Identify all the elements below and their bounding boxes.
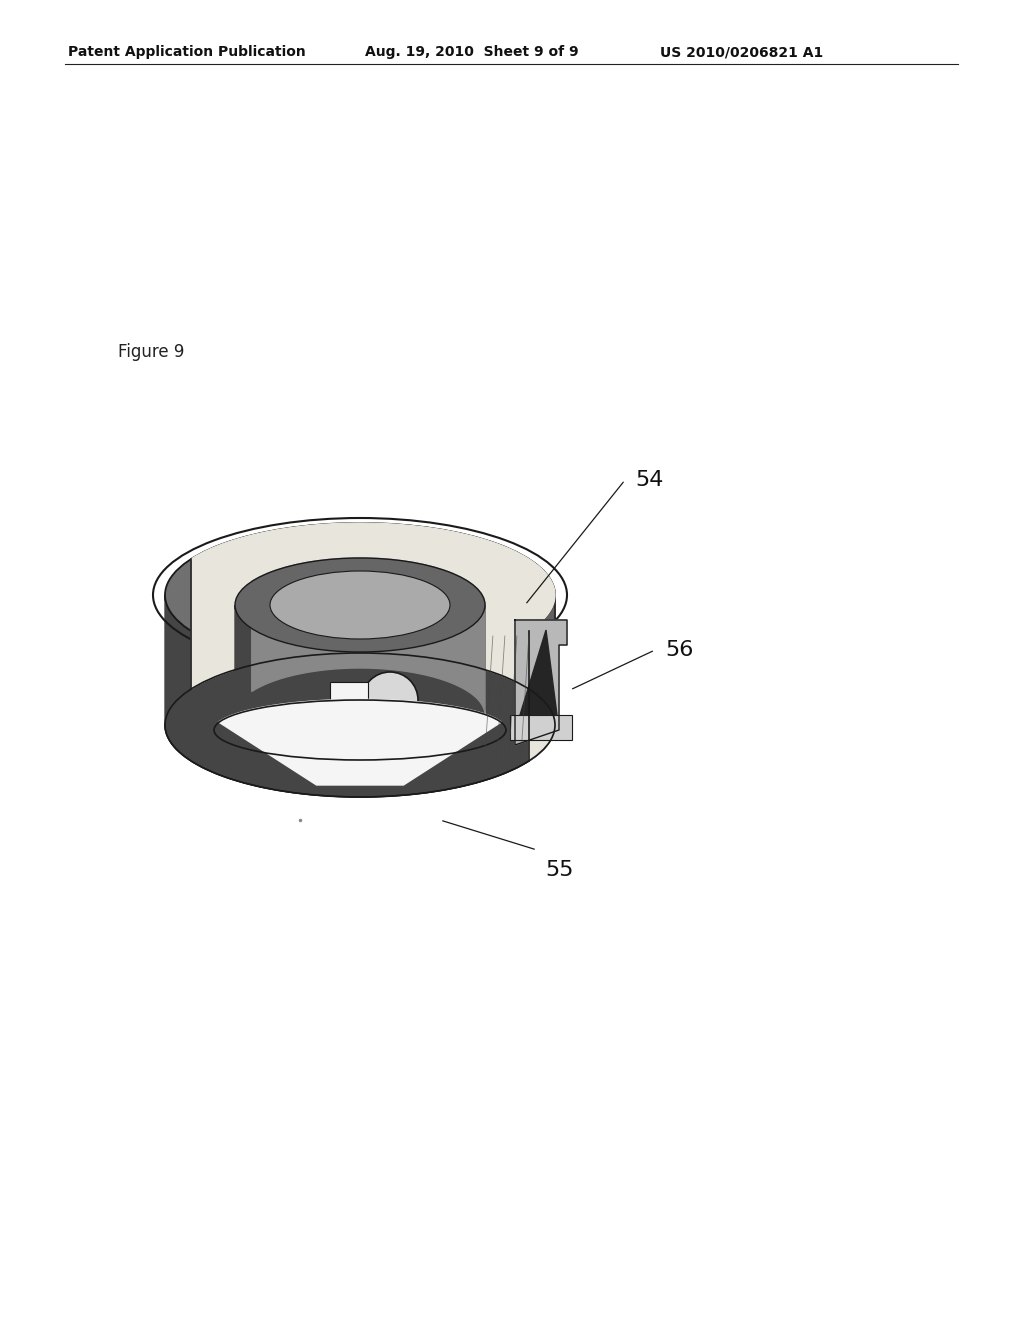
Ellipse shape <box>300 572 420 618</box>
Text: Patent Application Publication: Patent Application Publication <box>68 45 306 59</box>
Ellipse shape <box>203 539 517 652</box>
Polygon shape <box>234 605 485 762</box>
Polygon shape <box>252 558 485 715</box>
Polygon shape <box>191 523 555 725</box>
Polygon shape <box>520 630 557 715</box>
Polygon shape <box>510 715 572 741</box>
Ellipse shape <box>325 581 395 609</box>
Text: Figure 9: Figure 9 <box>118 343 184 360</box>
Circle shape <box>362 672 418 729</box>
Ellipse shape <box>165 523 555 667</box>
Text: 56: 56 <box>665 640 693 660</box>
Ellipse shape <box>270 572 450 639</box>
Polygon shape <box>219 700 502 785</box>
Text: US 2010/0206821 A1: US 2010/0206821 A1 <box>660 45 823 59</box>
Bar <box>330 682 368 718</box>
Polygon shape <box>515 620 567 744</box>
Ellipse shape <box>234 558 485 652</box>
Text: 54: 54 <box>635 470 664 490</box>
Polygon shape <box>191 523 555 762</box>
Text: Aug. 19, 2010  Sheet 9 of 9: Aug. 19, 2010 Sheet 9 of 9 <box>365 45 579 59</box>
Polygon shape <box>165 595 555 797</box>
Text: 55: 55 <box>545 861 573 880</box>
Ellipse shape <box>270 561 450 630</box>
Ellipse shape <box>221 544 499 645</box>
